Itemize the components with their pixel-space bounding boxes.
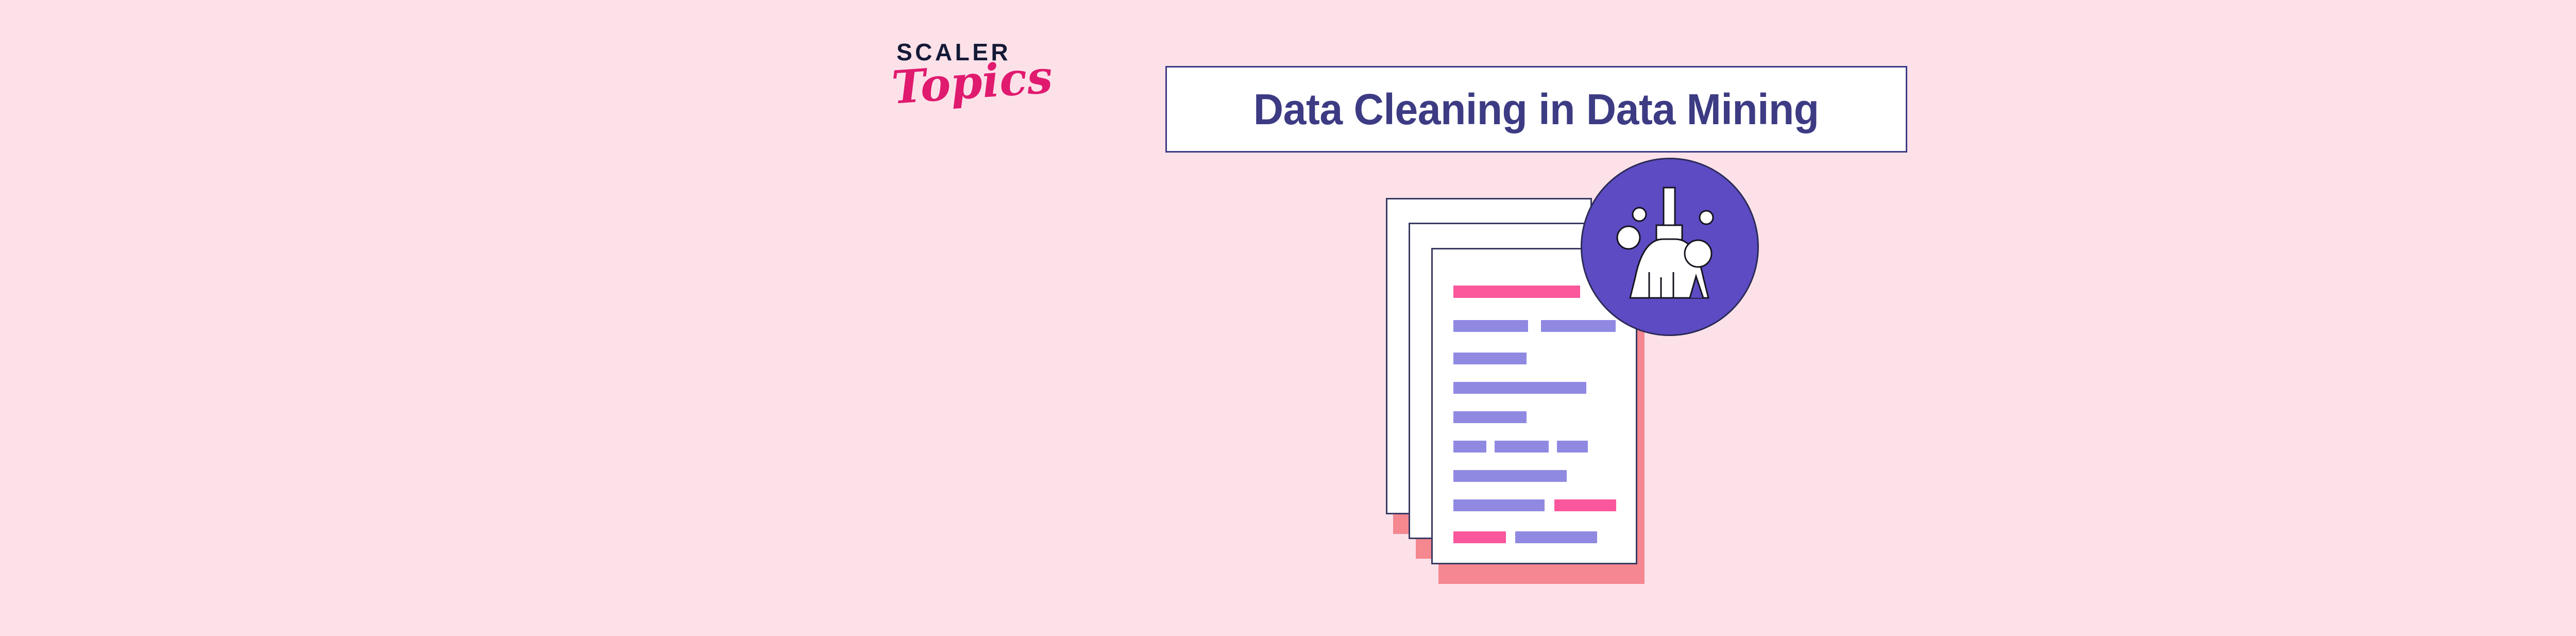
document-text-line [1453,411,1527,423]
scaler-topics-logo[interactable]: SCALER Topics [889,39,1054,138]
logo-script-topics: Topics [890,49,1055,114]
document-text-line [1515,531,1597,543]
sparkle-dot-large-left [1616,225,1641,250]
document-text-line [1453,320,1528,332]
document-text-line [1453,382,1586,394]
document-text-line [1557,441,1588,453]
broom-badge [1581,158,1759,336]
sparkle-dot-small-right [1699,210,1714,225]
document-text-line [1541,320,1616,332]
logo-wordmark: SCALER [896,39,1011,65]
document-text-line [1453,531,1506,543]
page-title: Data Cleaning in Data Mining [1253,85,1819,133]
document-text-line [1495,441,1549,453]
title-plaque: Data Cleaning in Data Mining [1165,66,1907,153]
document-text-line [1554,499,1616,511]
document-text-line [1453,441,1486,453]
sparkle-dot-small-left [1632,207,1647,222]
broom-icon [1616,187,1714,299]
document-text-line [1453,499,1545,511]
sparkle-dot-large-right [1684,239,1713,268]
document-text-line [1453,470,1567,482]
document-text-line [1453,353,1527,364]
document-text-line [1453,286,1580,298]
